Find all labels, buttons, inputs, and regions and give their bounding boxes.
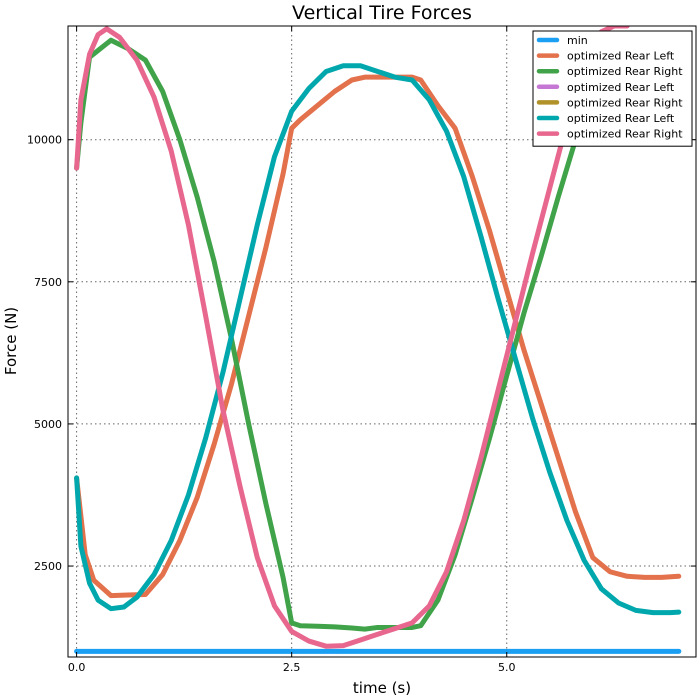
legend-label-0: min — [567, 34, 588, 47]
chart-title: Vertical Tire Forces — [292, 2, 472, 24]
series-line-6 — [74, 26, 630, 649]
legend-label-1: optimized Rear Left — [567, 50, 675, 63]
x-axis-title: time (s) — [353, 679, 411, 697]
series-layer — [74, 26, 682, 654]
x-tick-label: 0.0 — [68, 661, 86, 674]
series-line-5 — [74, 63, 682, 616]
legend: min optimized Rear Left optimized Rear Rig… — [532, 30, 693, 147]
y-tick-label: 2500 — [34, 560, 62, 573]
legend-label-4: optimized Rear Right — [567, 96, 683, 109]
legend-label-3: optimized Rear Left — [567, 81, 675, 94]
y-tick-label: 10000 — [27, 134, 62, 147]
y-tick-label: 5000 — [34, 418, 62, 431]
x-tick-label: 2.5 — [283, 661, 301, 674]
x-tick-label: 5.0 — [498, 661, 516, 674]
legend-box — [532, 30, 693, 147]
legend-label-2: optimized Rear Right — [567, 65, 683, 78]
tick-labels: 0.0 2.5 5.0 2500 5000 7500 10000 — [27, 26, 696, 674]
y-axis-title: Force (N) — [2, 307, 20, 375]
y-tick-label: 7500 — [34, 276, 62, 289]
plot-area-frame — [67, 25, 697, 658]
series-line-1 — [74, 74, 682, 599]
legend-label-6: optimized Rear Right — [567, 128, 683, 141]
series-line-2 — [74, 37, 596, 632]
legend-label-5: optimized Rear Left — [567, 112, 675, 125]
